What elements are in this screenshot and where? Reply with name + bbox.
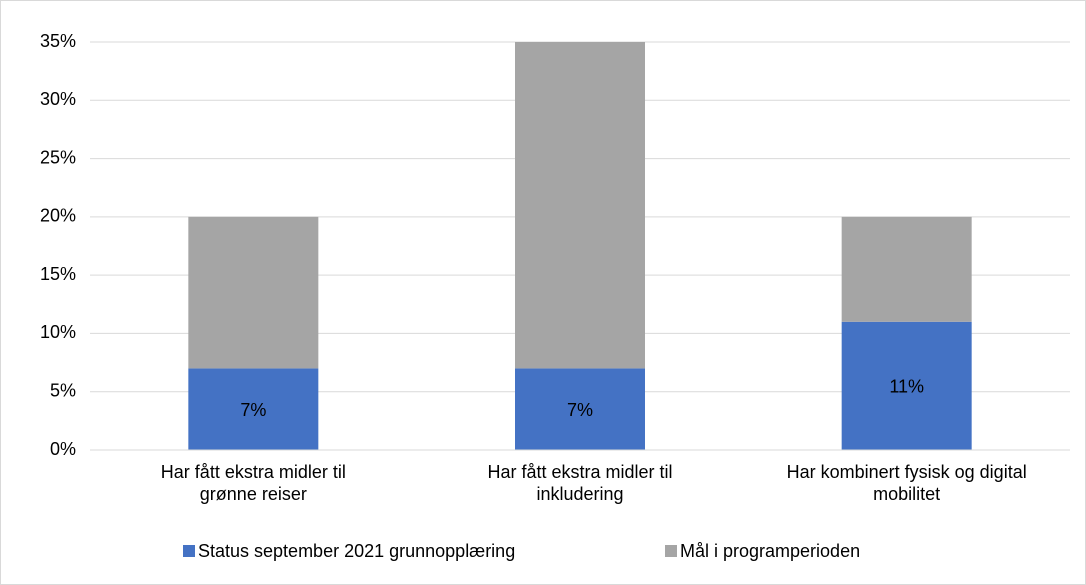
bar-segment	[841, 321, 972, 450]
bar-segment	[515, 368, 645, 450]
y-tick-label: 10%	[40, 322, 76, 342]
y-tick-label: 35%	[40, 31, 76, 51]
data-label: 11%	[889, 377, 924, 397]
bar-segment	[841, 216, 972, 322]
bar-segment	[188, 216, 319, 369]
bar-segment	[188, 368, 319, 450]
x-tick-label: Har fått ekstra midler til inkludering	[487, 462, 673, 504]
data-label: 7%	[240, 400, 266, 420]
legend-label: Status september 2021 grunnopplæring	[198, 541, 515, 561]
y-tick-label: 25%	[40, 147, 76, 167]
y-tick-label: 30%	[40, 89, 76, 109]
legend-swatch	[665, 545, 677, 557]
y-tick-label: 5%	[50, 380, 76, 400]
x-tick-label: Har fått ekstra midler til grønne reiser	[160, 462, 346, 504]
y-tick-label: 0%	[50, 439, 76, 459]
y-tick-label: 15%	[40, 264, 76, 284]
legend-swatch	[183, 545, 195, 557]
legend-label: Mål i programperioden	[680, 541, 860, 561]
bar-segment	[515, 42, 645, 369]
x-tick-label: Har kombinert fysisk og digital mobilite…	[786, 462, 1027, 504]
data-label: 7%	[567, 400, 593, 420]
y-tick-label: 20%	[40, 206, 76, 226]
